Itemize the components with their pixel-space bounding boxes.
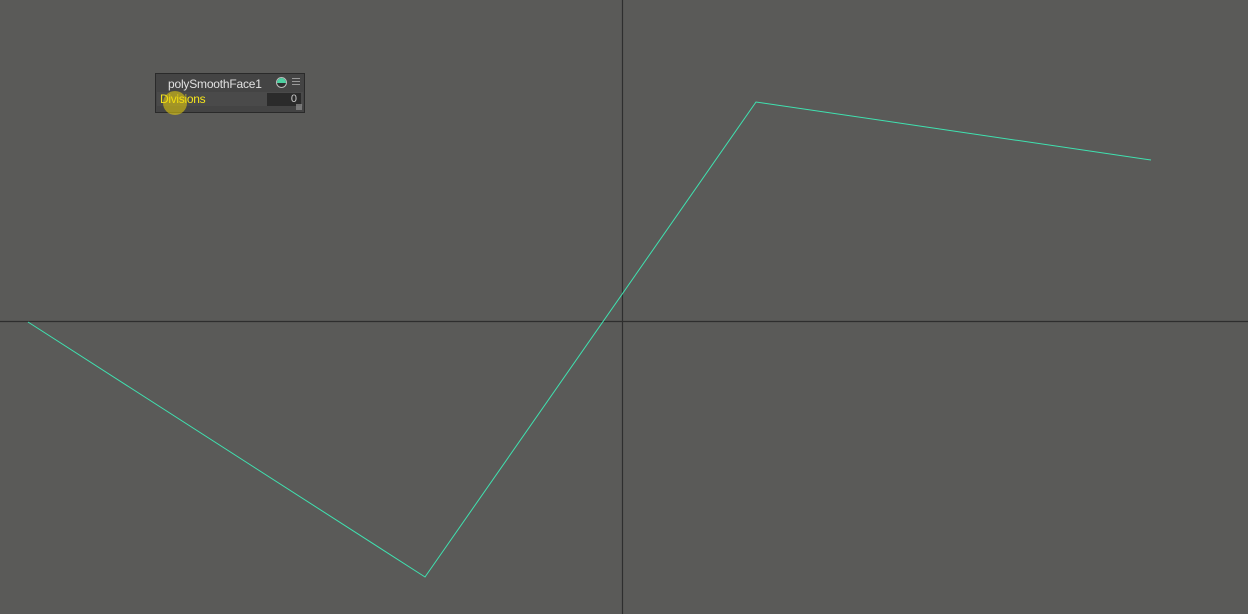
hud-title: polySmoothFace1 [168,77,262,91]
hud-attribute-value[interactable]: 0 [267,93,301,106]
menu-lines-icon[interactable] [292,78,300,87]
cursor-highlight [163,91,187,115]
resize-grip-icon[interactable] [296,104,302,110]
circle-toggle-icon[interactable] [276,77,287,88]
nurbs-curve[interactable] [27,101,1152,578]
